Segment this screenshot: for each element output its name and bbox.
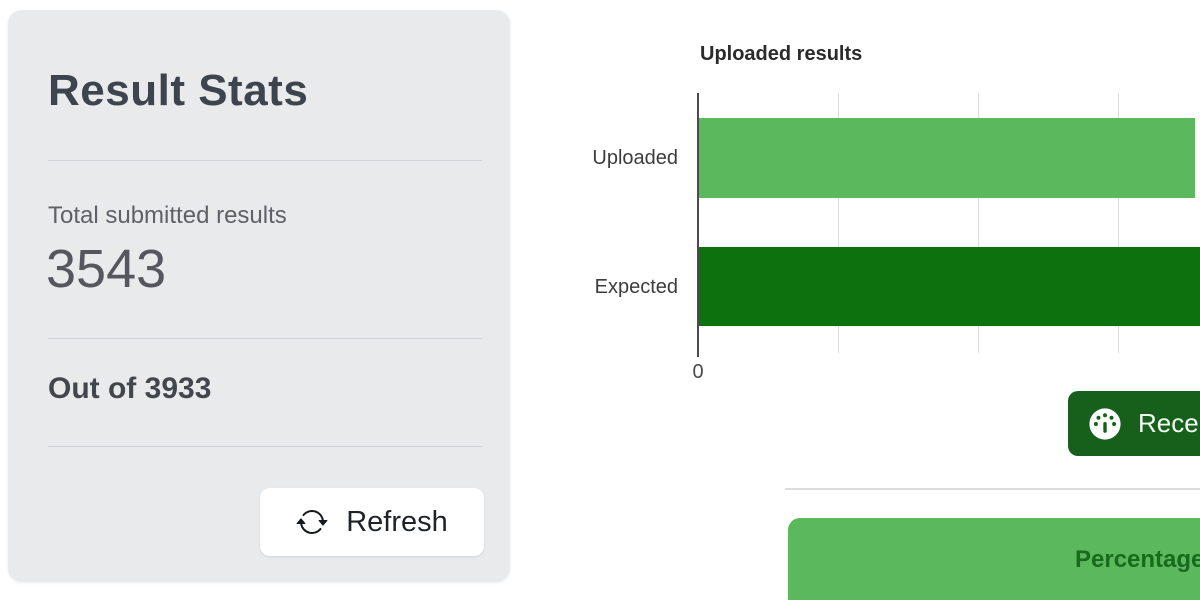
refresh-button[interactable]: Refresh — [260, 488, 484, 556]
gridline — [838, 93, 839, 353]
y-axis-line — [697, 93, 699, 357]
bar-expected — [699, 247, 1200, 326]
section-divider — [785, 488, 1200, 490]
percentage-panel[interactable]: Percentage — [788, 518, 1200, 600]
gridline — [978, 93, 979, 353]
total-submitted-label: Total submitted results — [48, 202, 287, 229]
category-label-uploaded: Uploaded — [592, 147, 678, 169]
refresh-button-label: Refresh — [346, 505, 448, 538]
category-label-expected: Expected — [594, 276, 678, 298]
recent-button-label: Rece — [1138, 408, 1199, 438]
chart-plot-area — [697, 93, 1200, 357]
percentage-panel-label: Percentage — [1075, 546, 1200, 573]
divider — [48, 160, 482, 161]
total-submitted-value: 3543 — [46, 239, 167, 299]
bar-uploaded — [699, 118, 1196, 198]
divider — [48, 338, 482, 339]
chart-title: Uploaded results — [700, 43, 863, 65]
refresh-icon — [296, 506, 328, 538]
gauge-icon — [1088, 407, 1122, 441]
card-title: Result Stats — [48, 66, 309, 115]
recent-uploads-button[interactable]: Rece — [1068, 391, 1200, 456]
gridline — [1118, 93, 1119, 353]
result-stats-card: Result Stats Total submitted results 354… — [8, 10, 510, 582]
x-axis-tick-label-zero: 0 — [692, 361, 704, 383]
divider — [48, 446, 482, 447]
out-of-text: Out of 3933 — [48, 372, 212, 405]
